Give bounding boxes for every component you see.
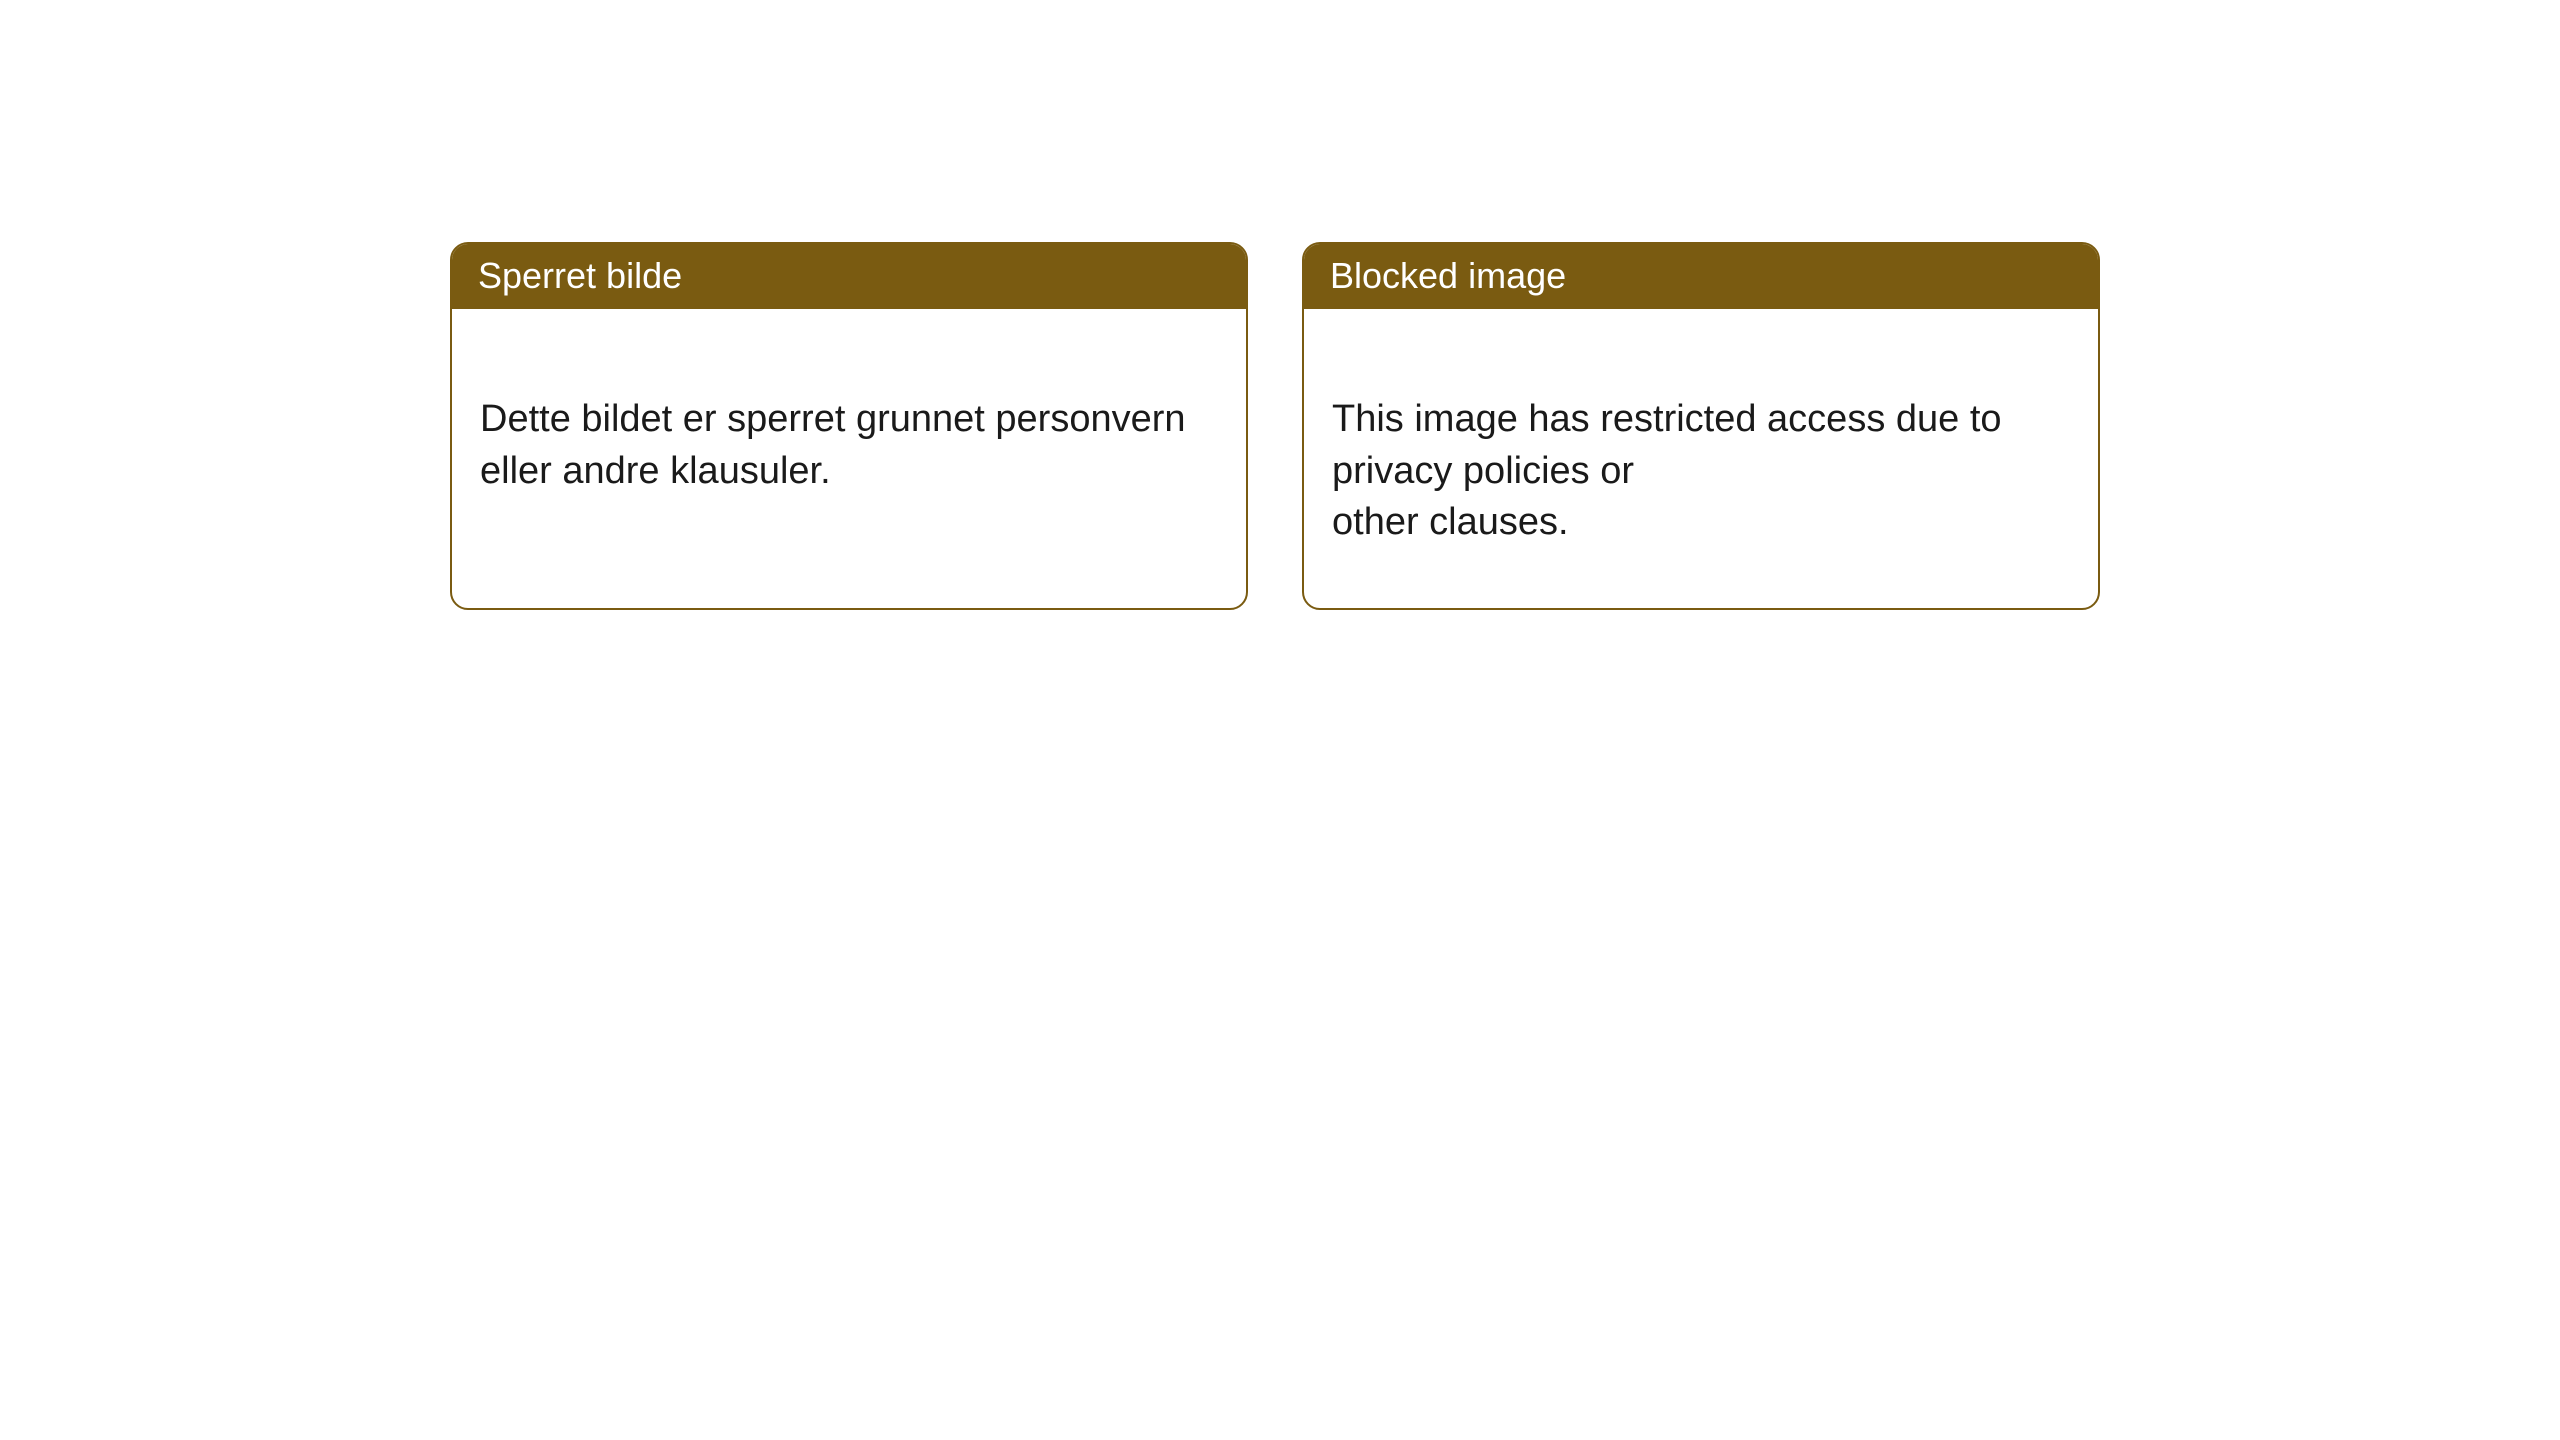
notice-title: Sperret bilde bbox=[478, 255, 682, 296]
notice-card-norwegian: Sperret bilde Dette bildet er sperret gr… bbox=[450, 242, 1248, 610]
notice-card-english: Blocked image This image has restricted … bbox=[1302, 242, 2100, 610]
notice-body: This image has restricted access due to … bbox=[1304, 309, 2098, 608]
notice-body: Dette bildet er sperret grunnet personve… bbox=[452, 309, 1246, 557]
notice-container: Sperret bilde Dette bildet er sperret gr… bbox=[0, 0, 2560, 610]
notice-message: Dette bildet er sperret grunnet personve… bbox=[480, 398, 1186, 491]
notice-message: This image has restricted access due to … bbox=[1332, 398, 2002, 543]
notice-title: Blocked image bbox=[1330, 255, 1566, 296]
notice-header: Blocked image bbox=[1304, 244, 2098, 309]
notice-header: Sperret bilde bbox=[452, 244, 1246, 309]
